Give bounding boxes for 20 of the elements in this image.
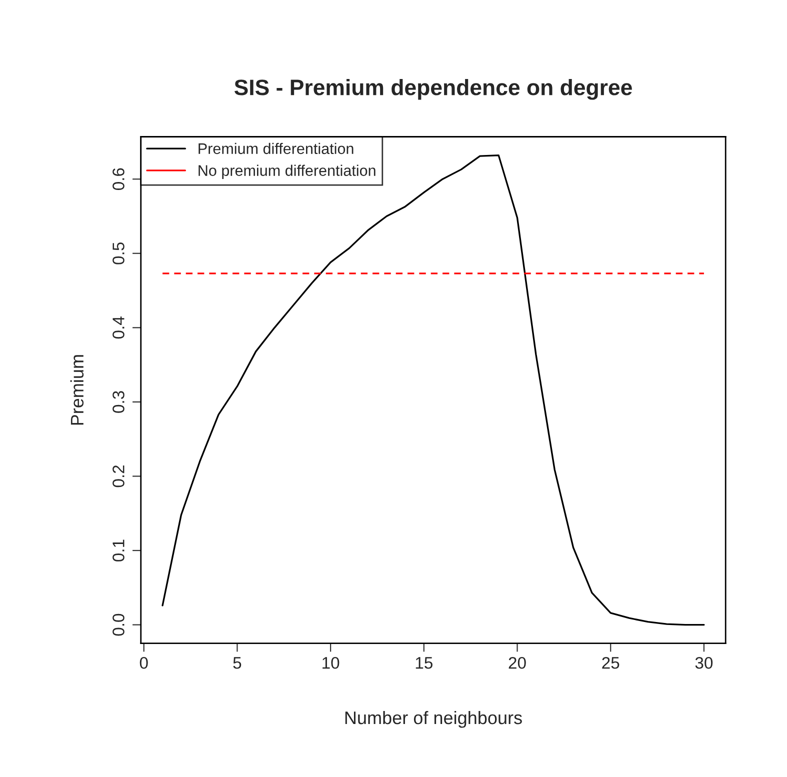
x-tick-label: 20	[508, 656, 526, 669]
line-series	[162, 154, 705, 626]
legend-label: No premium differentiation	[198, 164, 376, 179]
x-tick-label: 15	[416, 657, 432, 669]
x-tick-label: 10	[322, 656, 340, 669]
y-tick-label: 0.6	[112, 168, 124, 190]
y-tick-label: 0.4	[112, 316, 124, 339]
y-tick-label: 0.2	[112, 465, 124, 488]
y-axis-title: Premium	[70, 355, 84, 425]
chart-title: SIS - Premium dependence on degree	[234, 78, 632, 100]
x-tick-label: 25	[602, 656, 620, 669]
x-axis-title: Number of neighbours	[345, 710, 522, 728]
x-tick-label: 0	[140, 656, 148, 669]
legend-label: Premium differentiation	[198, 142, 354, 154]
x-tick-label: 5	[233, 657, 242, 669]
x-tick-label: 30	[695, 656, 713, 669]
y-tick-label: 0.5	[112, 242, 124, 264]
y-tick-label: 0.3	[112, 391, 124, 413]
y-tick-label: 0.1	[112, 540, 124, 562]
y-tick-label: 0.0	[112, 614, 124, 636]
